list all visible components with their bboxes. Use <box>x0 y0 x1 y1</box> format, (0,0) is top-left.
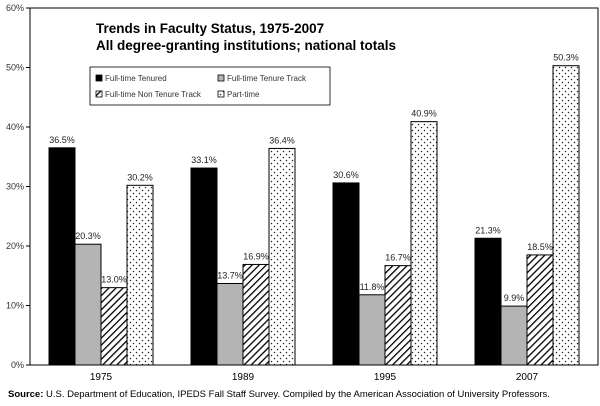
legend-label: Full-time Tenure Track <box>227 74 307 83</box>
data-label: 33.1% <box>191 155 217 165</box>
x-category-label: 1989 <box>232 372 255 383</box>
data-label: 30.2% <box>127 172 153 182</box>
bar-full-time-tenured-1995 <box>332 182 360 366</box>
legend-swatch <box>95 90 103 98</box>
y-tick-label: 50% <box>6 63 24 73</box>
data-label: 36.4% <box>269 135 295 145</box>
chart-title: Trends in Faculty Status, 1975-2007 <box>96 21 324 36</box>
source-label: Source: <box>8 389 44 400</box>
data-label: 30.6% <box>333 170 359 180</box>
data-labels: 36.5% 20.3% 13.0% 30.2% 33.1% 13.7%16.9% 36.4%… <box>49 53 579 303</box>
bar-full-time-tenure-track-2007 <box>500 305 528 366</box>
bar-full-time-tenure-track-1995 <box>358 294 386 366</box>
bar-part-time-1975 <box>126 184 154 366</box>
y-tick-label: 0% <box>11 360 24 370</box>
y-axis: 0% 10% 20% 30% 40% 50% 60% <box>6 3 30 370</box>
legend-swatch <box>217 90 225 98</box>
data-label: 13.0% <box>101 275 127 285</box>
data-label: 21.3% <box>475 225 501 235</box>
source-text: U.S. Department of Education, IPEDS Fall… <box>46 389 550 400</box>
y-tick-label: 60% <box>6 3 24 13</box>
legend-label: Full-time Non Tenure Track <box>105 90 202 99</box>
bar-full-time-non-tenure-track-1975 <box>100 287 128 366</box>
bar-part-time-2007 <box>552 65 580 366</box>
data-label: 9.9% <box>504 293 525 303</box>
y-tick-label: 20% <box>6 241 24 251</box>
bar-part-time-1995 <box>410 121 438 366</box>
data-label: 20.3% <box>75 231 101 241</box>
legend: Full-time Tenured Full-time Tenure Track F… <box>89 66 331 106</box>
bar-full-time-tenured-2007 <box>474 237 502 366</box>
data-label: 11.8% <box>360 282 385 292</box>
x-category-label: 1975 <box>90 372 113 383</box>
data-label: 16.7% <box>385 253 411 263</box>
bar-full-time-tenured-1975 <box>48 147 76 366</box>
chart-subtitle: All degree-granting institutions; nation… <box>96 38 396 53</box>
bar-full-time-non-tenure-track-2007 <box>526 254 554 366</box>
bar-full-time-non-tenure-track-1995 <box>384 265 412 366</box>
bar-series <box>48 65 580 366</box>
data-label: 16.9% <box>243 251 269 261</box>
x-category-label: 1995 <box>374 372 397 383</box>
data-label: 40.9% <box>411 109 437 119</box>
data-label: 13.7% <box>217 270 243 280</box>
legend-swatch <box>217 74 225 82</box>
x-axis: 1975 1989 1995 2007 <box>90 372 539 383</box>
x-category-label: 2007 <box>516 372 539 383</box>
legend-label: Full-time Tenured <box>105 74 167 83</box>
bar-full-time-non-tenure-track-1989 <box>242 263 270 366</box>
legend-box <box>89 66 331 106</box>
legend-label: Part-time <box>227 90 260 99</box>
data-label: 36.5% <box>49 135 75 145</box>
y-tick-label: 30% <box>6 182 24 192</box>
y-tick-label: 40% <box>6 122 24 132</box>
legend-swatch <box>95 74 103 82</box>
data-label: 50.3% <box>553 53 579 63</box>
data-label: 18.5% <box>527 242 553 252</box>
bar-full-time-tenure-track-1975 <box>74 243 102 366</box>
bar-full-time-tenure-track-1989 <box>216 282 244 366</box>
y-tick-label: 10% <box>6 301 24 311</box>
bar-part-time-1989 <box>268 147 296 366</box>
source-note: Source: U.S. Department of Education, IP… <box>8 389 550 400</box>
bar-full-time-tenured-1989 <box>190 167 218 366</box>
